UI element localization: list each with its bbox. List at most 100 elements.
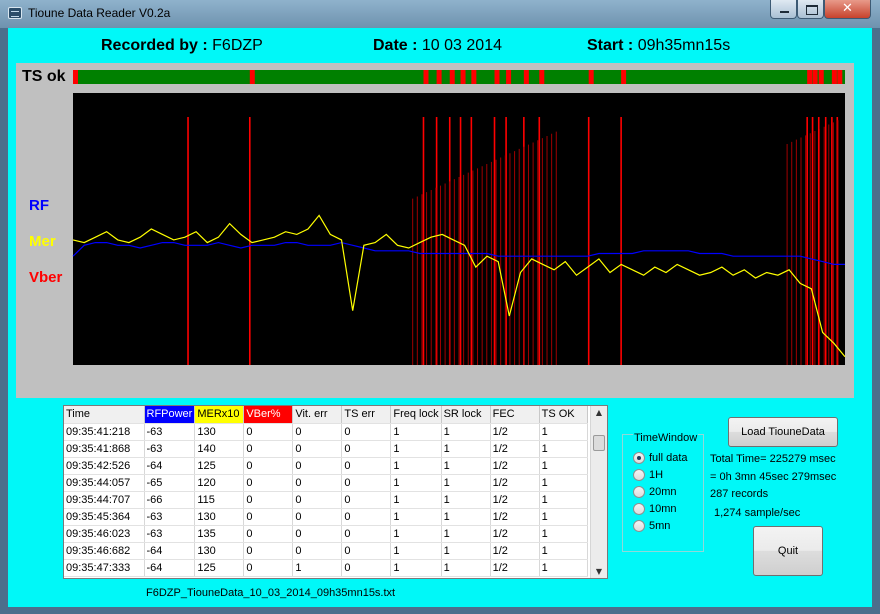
radio-full-data[interactable]: full data [633,452,688,465]
table-cell: 0 [292,457,343,475]
table-cell: 1/2 [490,559,540,577]
client-area: Recorded by : F6DZP Date : 10 03 2014 St… [8,28,872,607]
radio-10mn[interactable]: 10mn [633,503,677,516]
table-cell: 1 [441,491,491,509]
radio-label: 20mn [649,486,677,498]
table-cell: 09:35:44:057 [64,474,145,492]
table-cell: 1 [441,457,491,475]
table-cell: 0 [341,457,392,475]
table-cell: 0 [243,559,294,577]
table-cell: 1 [441,423,491,441]
load-tiounedata-button[interactable]: Load TiouneData [728,417,838,447]
radio-icon[interactable] [633,469,645,482]
table-cell: 0 [341,491,392,509]
title-bar[interactable]: Tioune Data Reader V0.2a ✕ [0,0,880,28]
table-cell: 1 [390,491,442,509]
table-cell: 1/2 [490,474,540,492]
table-cell: -63 [144,508,196,526]
table-cell: -64 [144,559,196,577]
column-header[interactable]: MERx10 [194,406,245,424]
table-cell: 0 [292,542,343,560]
column-header[interactable]: SR lock [441,406,491,424]
column-header[interactable]: Time [64,406,145,424]
column-header[interactable]: VBer% [243,406,294,424]
table-cell: 09:35:42:526 [64,457,145,475]
table-cell: 1 [441,525,491,543]
column-header[interactable]: Freq lock [390,406,442,424]
column-header[interactable]: Vit. err [292,406,343,424]
table-cell: 1 [539,559,588,577]
table-cell: 0 [243,440,294,458]
close-icon: ✕ [842,1,853,16]
column-header[interactable]: TS err [341,406,392,424]
column-header[interactable]: TS OK [539,406,588,424]
maximize-button[interactable] [797,0,824,19]
ts-error-mark [449,70,455,84]
table-cell: 1 [539,542,588,560]
table-cell: 1 [539,474,588,492]
file-name: F6DZP_TiouneData_10_03_2014_09h35mn15s.t… [146,587,396,599]
table-cell: 1 [390,423,442,441]
ts-error-mark [423,70,429,84]
total-time-text: Total Time= 225279 msec [710,453,836,465]
table-cell: 0 [341,525,392,543]
table-cell: 1 [441,508,491,526]
table-row[interactable]: 09:35:42:526 -64 125 0 0 0 1 1 1/2 1 [64,457,588,475]
data-grid[interactable]: Time RFPower MERx10 VBer% Vit. err TS err Freq… [63,405,608,579]
table-cell: 1 [292,559,343,577]
scroll-thumb[interactable] [593,435,605,451]
legend-vber: Vber [29,269,63,286]
grid-body: 09:35:41:218 -63 130 0 0 0 1 1 1/2 1 09:35:41:868-… [64,423,588,577]
table-cell: -64 [144,457,196,475]
table-cell: 1 [390,474,442,492]
table-row[interactable]: 09:35:47:333 -64 125 0 1 0 1 1 1/2 1 [64,559,588,577]
ts-error-mark [494,70,500,84]
start-label: Start : [587,37,634,54]
radio-label: 5mn [649,520,671,532]
ts-error-mark [812,70,818,84]
table-cell: 0 [341,508,392,526]
column-header[interactable]: FEC [490,406,540,424]
radio-1h[interactable]: 1H [633,469,663,482]
table-cell: -66 [144,491,196,509]
ts-error-mark [73,70,78,84]
radio-icon[interactable] [633,452,645,465]
ts-ok-strip [73,70,845,84]
minimize-button[interactable] [770,0,797,19]
ts-error-mark [539,70,545,84]
table-cell: 1/2 [490,457,540,475]
vertical-scrollbar[interactable]: ▲ ▼ [590,406,607,578]
table-cell: 0 [243,542,294,560]
table-cell: -63 [144,525,196,543]
table-cell: 1/2 [490,491,540,509]
table-row[interactable]: 09:35:41:218 -63 130 0 0 0 1 1 1/2 1 [64,423,588,441]
radio-icon[interactable] [633,503,645,516]
close-button[interactable]: ✕ [824,0,871,19]
table-cell: 0 [341,440,392,458]
recorded-by-value: F6DZP [212,37,263,54]
radio-icon[interactable] [633,520,645,533]
table-cell: 0 [292,508,343,526]
column-header[interactable]: RFPower [144,406,196,424]
start-time: Start : 09h35mn15s [587,37,730,55]
scroll-up-icon[interactable]: ▲ [595,408,603,417]
radio-20mn[interactable]: 20mn [633,486,677,499]
table-row[interactable]: 09:35:46:682 -64 130 0 0 0 1 1 1/2 1 [64,542,588,560]
radio-5mn[interactable]: 5mn [633,520,671,533]
radio-icon[interactable] [633,486,645,499]
quit-button[interactable]: Quit [753,526,823,576]
table-cell: 09:35:46:023 [64,525,145,543]
table-cell: 0 [292,474,343,492]
table-row[interactable]: 09:35:44:707 -66 115 0 0 0 1 1 1/2 1 [64,491,588,509]
scroll-down-icon[interactable]: ▼ [595,567,603,576]
sample-rate: 1,274 sample/sec [714,507,801,519]
table-row[interactable]: 09:35:45:364 -63 130 0 0 0 1 1 1/2 1 [64,508,588,526]
table-cell: 1 [441,474,491,492]
table-row[interactable]: 09:35:44:057 -65 120 0 0 0 1 1 1/2 1 [64,474,588,492]
table-row[interactable]: 09:35:46:023 -63 135 0 0 0 1 1 1/2 1 [64,525,588,543]
window-title: Tioune Data Reader V0.2a [28,6,171,20]
table-row[interactable]: 09:35:41:868 -63 140 0 0 0 1 1 1/2 1 [64,440,588,458]
table-cell: 130 [194,542,245,560]
recorded-by-label: Recorded by : [101,37,208,54]
date-value: 10 03 2014 [421,37,502,54]
